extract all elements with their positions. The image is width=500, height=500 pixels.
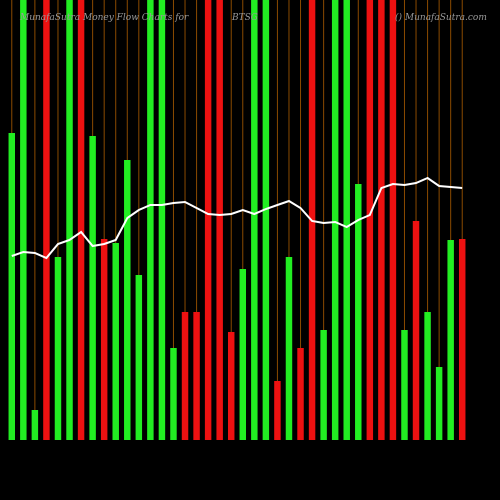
bar xyxy=(251,0,258,440)
bar xyxy=(262,0,270,440)
bar xyxy=(239,269,247,440)
chart-title: MunafaSutra Money Flow Charts for xyxy=(19,13,189,23)
bar xyxy=(170,348,177,440)
bar xyxy=(204,0,212,440)
bar xyxy=(435,367,443,440)
bar xyxy=(100,239,108,440)
bar xyxy=(366,0,374,440)
bar xyxy=(193,312,200,440)
bar xyxy=(66,0,73,440)
bar xyxy=(124,160,131,440)
bar xyxy=(447,240,454,440)
bar xyxy=(297,348,304,440)
price-line xyxy=(11,176,463,260)
bar xyxy=(458,239,466,440)
bar xyxy=(401,330,408,440)
chart-subtitle: BTSG xyxy=(231,13,258,23)
bar xyxy=(355,184,362,440)
bar xyxy=(320,330,327,440)
bar xyxy=(227,332,235,440)
source: () MunafaSutra.com xyxy=(395,12,487,23)
bar xyxy=(147,0,154,440)
bar xyxy=(112,243,119,440)
bar xyxy=(412,221,420,440)
bar xyxy=(89,136,96,440)
plot xyxy=(8,0,466,440)
bar xyxy=(43,0,50,440)
bar xyxy=(158,0,166,440)
bar xyxy=(135,275,143,440)
bar xyxy=(181,312,189,440)
bar xyxy=(343,0,350,440)
bar xyxy=(331,0,339,440)
bar xyxy=(216,0,223,440)
bar xyxy=(424,312,431,440)
bar xyxy=(8,133,16,440)
bar xyxy=(31,410,39,440)
bar xyxy=(285,257,293,440)
bar xyxy=(54,257,62,440)
bar xyxy=(274,381,281,440)
bar xyxy=(77,0,85,440)
bar xyxy=(20,0,27,440)
bar xyxy=(389,0,397,440)
bar xyxy=(378,0,385,440)
